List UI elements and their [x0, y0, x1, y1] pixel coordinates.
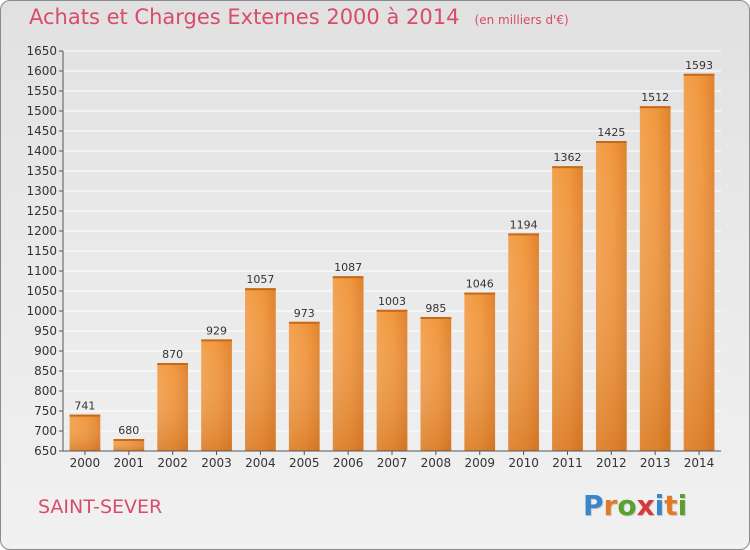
logo-letter: P	[583, 489, 604, 522]
bar-top-edge	[157, 363, 189, 365]
bar-value-label: 1087	[334, 261, 362, 274]
bar-shade	[288, 321, 320, 451]
x-tick-label: 2006	[333, 456, 364, 470]
x-tick-label: 2009	[464, 456, 495, 470]
bar-shade	[201, 339, 232, 451]
logo-letter: o	[617, 489, 637, 522]
x-tick-label: 2000	[70, 456, 101, 470]
bar-layer	[69, 73, 715, 452]
bar-value-label: 680	[118, 424, 139, 437]
bar-top-edge	[420, 317, 452, 319]
y-tick-label: 650	[34, 444, 57, 458]
x-tick-label: 2012	[596, 456, 627, 470]
bar-value-label: 1512	[641, 91, 669, 104]
x-tick-label: 2014	[684, 456, 715, 470]
y-tick-label: 1450	[26, 124, 57, 138]
bar-shade	[376, 309, 408, 451]
bar-value-label: 1425	[597, 126, 625, 139]
bar-shade	[508, 233, 539, 451]
y-tick-label: 850	[34, 364, 57, 378]
y-tick-label: 1050	[26, 284, 57, 298]
bar-value-label: 1194	[510, 218, 538, 231]
y-tick-label: 1650	[26, 44, 57, 58]
logo-letter: x	[636, 489, 655, 522]
y-tick-label: 1000	[26, 304, 57, 318]
bar-shade	[332, 276, 364, 451]
y-tick-label: 1500	[26, 104, 57, 118]
bar-value-label: 1593	[685, 59, 713, 72]
bar-shade	[595, 141, 627, 451]
y-tick-label: 1100	[26, 264, 57, 278]
bar-value-label: 1003	[378, 295, 406, 308]
bar-top-edge	[552, 166, 583, 169]
x-tick-label: 2011	[552, 456, 583, 470]
y-tick-label: 950	[34, 324, 57, 338]
bar-value-label: 929	[206, 324, 227, 337]
y-tick-label: 1200	[26, 224, 57, 238]
y-tick-label: 1600	[26, 64, 57, 78]
y-tick-label: 750	[34, 404, 57, 418]
bar-value-label: 973	[294, 307, 315, 320]
x-tick-label: 2005	[289, 456, 320, 470]
x-tick-label: 2010	[508, 456, 539, 470]
commune-name: SAINT-SEVER	[38, 496, 163, 518]
bar-top-edge	[201, 339, 232, 342]
y-tick-label: 800	[34, 384, 57, 398]
x-tick-label: 2001	[114, 456, 145, 470]
logo-letter: i	[654, 489, 665, 522]
y-tick-label: 1300	[26, 184, 57, 198]
x-tick-label: 2002	[157, 456, 188, 470]
x-tick-label: 2008	[421, 456, 452, 470]
bar-shade	[245, 288, 276, 451]
logo-letter: t	[664, 489, 678, 522]
bar-value-label: 985	[425, 302, 446, 315]
bar-shade	[157, 363, 189, 451]
bar-shade	[639, 106, 671, 451]
y-tick-label: 1400	[26, 144, 57, 158]
bar-top-edge	[595, 141, 627, 143]
y-tick-label: 900	[34, 344, 57, 358]
bar-shade	[552, 166, 583, 451]
bar-value-label: 1046	[466, 278, 494, 291]
bar-top-edge	[332, 276, 364, 279]
x-tick-label: 2003	[201, 456, 232, 470]
bar-shade	[69, 414, 101, 451]
bar-top-edge	[464, 292, 496, 295]
bar-shade	[420, 317, 452, 451]
y-tick-label: 1350	[26, 164, 57, 178]
proxiti-logo: Proxiti	[583, 489, 687, 522]
y-tick-label: 700	[34, 424, 57, 438]
x-tick-label: 2013	[640, 456, 671, 470]
bar-top-edge	[245, 288, 276, 291]
bar-top-edge	[113, 439, 145, 441]
y-tick-label: 1250	[26, 204, 57, 218]
bar-value-label: 1057	[246, 273, 274, 286]
chart-title: Achats et Charges Externes 2000 à 2014	[29, 5, 460, 29]
logo-letter: r	[603, 489, 618, 522]
bar-value-label: 870	[162, 348, 183, 361]
bar-top-edge	[69, 414, 101, 417]
bar-top-edge	[376, 309, 408, 312]
chart-unit: (en milliers d'€)	[474, 13, 569, 27]
bar-shade	[683, 73, 715, 452]
y-tick-label: 1550	[26, 84, 57, 98]
bar-value-label: 741	[74, 400, 95, 413]
x-tick-label: 2007	[377, 456, 408, 470]
chart-title-block: Achats et Charges Externes 2000 à 2014 (…	[29, 5, 569, 29]
logo-letter: i	[677, 489, 688, 522]
bar-top-edge	[508, 233, 539, 236]
bar-top-edge	[683, 73, 715, 76]
bar-top-edge	[639, 106, 671, 109]
bar-shade	[113, 439, 145, 451]
y-tick-label: 1150	[26, 244, 57, 258]
bar-shade	[464, 292, 496, 451]
x-tick-label: 2004	[245, 456, 276, 470]
bar-top-edge	[288, 321, 320, 324]
bar-value-label: 1362	[553, 151, 581, 164]
axis-layer: 650 700 750 800 850 900 950 1000 1050 1100 1150 120…	[26, 44, 721, 470]
